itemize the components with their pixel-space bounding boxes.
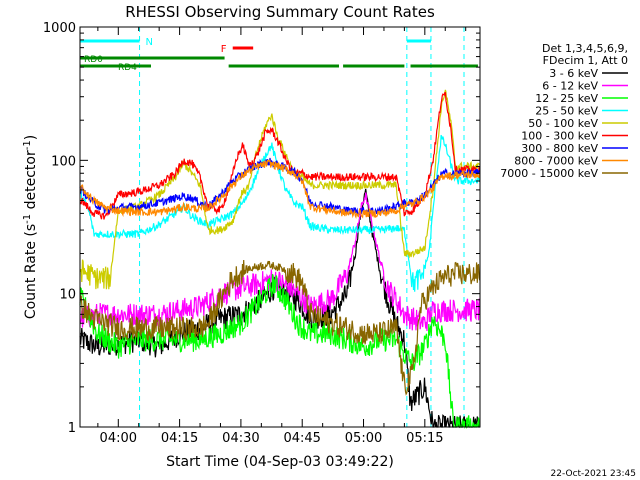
y-axis-label: Count Rate (s-1 detector-1) [22,135,39,319]
x-axis: 04:00 04:15 04:30 04:45 05:00 05:15 [97,27,467,446]
legend-label-1: 6 - 12 keV [542,80,598,93]
x-tick-label-4: 05:00 [345,431,382,446]
series-line-3 [79,134,481,292]
series-lines [79,89,481,429]
legend-label-2: 12 - 25 keV [535,92,598,105]
y-tick-label-3: 1000 [43,21,76,36]
y-tick-label-2: 100 [51,154,76,169]
legend-header-0: Det 1,3,4,5,6,9, [542,42,628,55]
y-axis: 1 10 100 1000 [43,21,480,436]
legend: Det 1,3,4,5,6,9,FDecim 1, Att 03 - 6 keV… [500,42,628,180]
rd4-label: RD4 [118,63,137,73]
y-tick-label-1: 10 [59,288,76,303]
flare-label: F [221,44,227,55]
series-line-8 [79,259,481,396]
x-axis-label: Start Time (04-Sep-03 03:49:22) [166,454,394,470]
legend-label-3: 25 - 50 keV [535,105,598,118]
legend-label-5: 100 - 300 keV [521,130,598,143]
x-tick-label-3: 04:45 [283,431,320,446]
y-axis-label-mid: detector [23,150,39,214]
series-line-4 [79,89,481,290]
legend-label-7: 800 - 7000 keV [514,155,598,168]
y-axis-label-main: Count Rate (s [23,224,39,319]
night-label: N [146,37,153,48]
x-tick-label-0: 04:00 [100,431,137,446]
legend-header-1: FDecim 1, Att 0 [543,54,628,67]
legend-label-4: 50 - 100 keV [528,117,598,130]
series-line-1 [79,192,481,332]
plot-frame [79,26,481,428]
legend-label-0: 3 - 6 keV [549,67,598,80]
series-line-7 [79,159,481,219]
legend-label-8: 7000 - 15000 keV [500,167,598,180]
y-axis-label-sup1: -1 [22,214,33,224]
rd0-label: RD0 [84,55,103,65]
series-line-5 [79,91,481,220]
x-tick-label-2: 04:30 [222,431,259,446]
y-tick-label-0: 1 [68,421,76,436]
footer-date: 22-Oct-2021 23:45 [551,469,636,479]
y-axis-label-end: ) [23,135,39,140]
x-tick-label-5: 05:15 [406,431,443,446]
chart-title: RHESSI Observing Summary Count Rates [125,3,435,21]
legend-label-6: 300 - 800 keV [521,142,598,155]
x-tick-label-1: 04:15 [161,431,198,446]
y-axis-label-sup2: -1 [22,140,33,150]
